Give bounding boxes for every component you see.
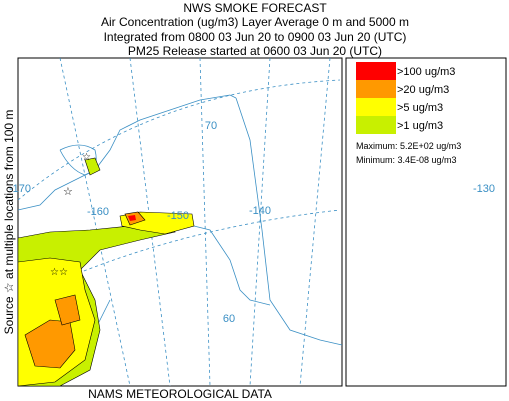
- side-label: Source ☆ at multiple locations from 100 …: [2, 110, 16, 335]
- source-star: ☆: [82, 152, 91, 163]
- maximum: Maximum: 5.2E+02 ug/m3: [356, 141, 461, 151]
- legend-label: >100 ug/m3: [397, 66, 455, 78]
- subtitle: PM25 Release started at 0600 03 Jun 20 (…: [128, 44, 382, 58]
- graticule-label: -130: [473, 183, 495, 195]
- graticule-label: -160: [87, 206, 109, 218]
- map-area: ☆ ☆ ☆☆ -170 -160 -150 -140 70 60: [9, 57, 343, 387]
- legend-label: >20 ug/m3: [397, 84, 449, 96]
- source-star: ☆☆: [50, 267, 68, 278]
- legend-label: >1 ug/m3: [397, 120, 443, 132]
- subtitle: Integrated from 0800 03 Jun 20 to 0900 0…: [104, 30, 407, 44]
- graticule-label: -150: [167, 210, 189, 222]
- source-star: ☆: [63, 186, 73, 198]
- title: NWS SMOKE FORECAST: [183, 1, 327, 15]
- legend-label: >5 ug/m3: [397, 102, 443, 114]
- graticule-label: 60: [223, 313, 235, 325]
- minimum: Minimum: 3.4E-08 ug/m3: [356, 155, 457, 165]
- legend: >100 ug/m3 >20 ug/m3 >5 ug/m3 >1 ug/m3 M…: [345, 57, 507, 387]
- graticule-label: 70: [205, 120, 217, 132]
- footer: NAMS METEOROLOGICAL DATA: [88, 387, 272, 401]
- graticule-label: -140: [249, 205, 271, 217]
- graticule-label: -170: [9, 183, 31, 195]
- subtitle: Air Concentration (ug/m3) Layer Average …: [101, 15, 409, 29]
